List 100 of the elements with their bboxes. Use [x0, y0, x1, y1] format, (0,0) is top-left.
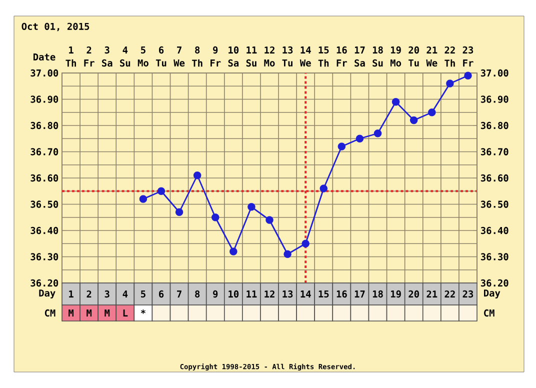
y-tick-label: 36.20 [30, 279, 58, 287]
y2-tick-label: 36.30 [480, 253, 508, 260]
text: * [140, 309, 146, 314]
x-tick-label: 21 [426, 290, 438, 298]
text: Fr [84, 60, 94, 66]
text: Th [318, 59, 329, 67]
x-tick-label: 6 [159, 290, 164, 298]
category-label: 8 [195, 46, 200, 54]
text: Th [192, 59, 202, 67]
text: CM [484, 309, 494, 317]
text: Sa [354, 59, 365, 67]
text: Oct 01, 2015 [22, 22, 90, 32]
category-label: 4 [122, 46, 128, 54]
text: Th [444, 59, 455, 67]
point [248, 202, 256, 211]
x-tick-label: 18 [372, 290, 383, 298]
point [374, 129, 382, 138]
point [284, 250, 292, 258]
point [392, 98, 400, 106]
y2-tick-label: 36.90 [480, 96, 508, 103]
x-tick-label: 16 [336, 290, 347, 298]
x-tick-label: 9 [213, 290, 218, 298]
category-label: 21 [426, 46, 438, 54]
text: Tu [282, 59, 292, 67]
x-tick-label: 5 [141, 290, 146, 298]
x-tick-label: 19 [390, 290, 401, 298]
point [139, 195, 148, 203]
text: Th [66, 59, 76, 67]
x-tick-label: 3 [104, 290, 110, 298]
category-label: 9 [213, 46, 218, 54]
x-tick-label: 10 [228, 290, 239, 298]
x-tick-label: 4 [122, 290, 128, 298]
text: Mo [138, 59, 148, 67]
text: Day [484, 290, 500, 298]
point [428, 108, 436, 116]
point [338, 142, 346, 150]
category-label: 10 [228, 46, 239, 54]
x-tick-label: 12 [264, 290, 274, 298]
point [157, 187, 166, 196]
point [230, 248, 238, 256]
text: Sa [102, 59, 112, 67]
category-label: 11 [246, 46, 257, 54]
point [266, 216, 274, 224]
x-tick-label: 7 [177, 290, 182, 298]
y-tick-label: 36.40 [30, 226, 58, 234]
text: CM [44, 309, 56, 317]
category-label: 6 [159, 46, 164, 54]
point [211, 213, 220, 222]
text: Tu [408, 59, 419, 67]
category-label: 19 [390, 46, 401, 54]
category-label: 16 [336, 46, 347, 54]
text: M [104, 310, 110, 316]
text: Su [120, 59, 130, 67]
category-label: 22 [444, 46, 455, 54]
text: Mo [264, 59, 275, 67]
x-tick-label: 14 [300, 290, 311, 298]
category-label: 14 [300, 46, 311, 54]
y-tick-label: 36.80 [30, 122, 58, 130]
x-tick-label: 23 [462, 290, 474, 298]
text: We [174, 59, 185, 67]
y-tick-label: 36.50 [30, 200, 58, 208]
point [446, 80, 454, 88]
text: M [86, 310, 92, 316]
x-tick-label: 13 [282, 290, 293, 298]
category-label: 12 [264, 46, 274, 54]
category-label: 20 [408, 46, 419, 54]
category-label: 13 [282, 46, 293, 54]
y2-tick-label: 36.40 [480, 226, 508, 234]
text: We [426, 59, 438, 67]
text: Day [39, 290, 56, 298]
x-tick-label: 17 [354, 290, 365, 298]
text: Sa [228, 59, 239, 67]
y-tick-label: 36.70 [30, 148, 58, 156]
y-tick-label: 37.00 [30, 69, 58, 77]
x-tick-label: 20 [408, 290, 419, 298]
point [464, 72, 472, 80]
category-label: 5 [141, 46, 146, 54]
point [320, 184, 328, 192]
point [302, 240, 310, 248]
text: Su [246, 59, 256, 67]
category-label: 2 [86, 46, 92, 54]
category-label: 23 [462, 46, 474, 54]
category-label: 3 [104, 46, 110, 54]
text: Fr [210, 60, 221, 66]
category-label: 1 [69, 46, 74, 54]
category-label: 7 [177, 46, 182, 54]
x-tick-label: 11 [246, 290, 257, 298]
category-label: 15 [318, 46, 329, 54]
x-tick-label: 2 [86, 290, 92, 298]
point [193, 171, 202, 180]
y-tick-label: 36.60 [30, 174, 58, 182]
category-label: 17 [354, 46, 365, 54]
text: Mo [390, 59, 402, 67]
y2-tick-label: 36.70 [480, 148, 508, 156]
text: Fr [336, 60, 348, 66]
y2-tick-label: 37.00 [480, 69, 508, 77]
text: L [123, 310, 128, 316]
point [410, 116, 418, 124]
y-tick-label: 36.90 [30, 96, 58, 103]
point [356, 134, 364, 143]
